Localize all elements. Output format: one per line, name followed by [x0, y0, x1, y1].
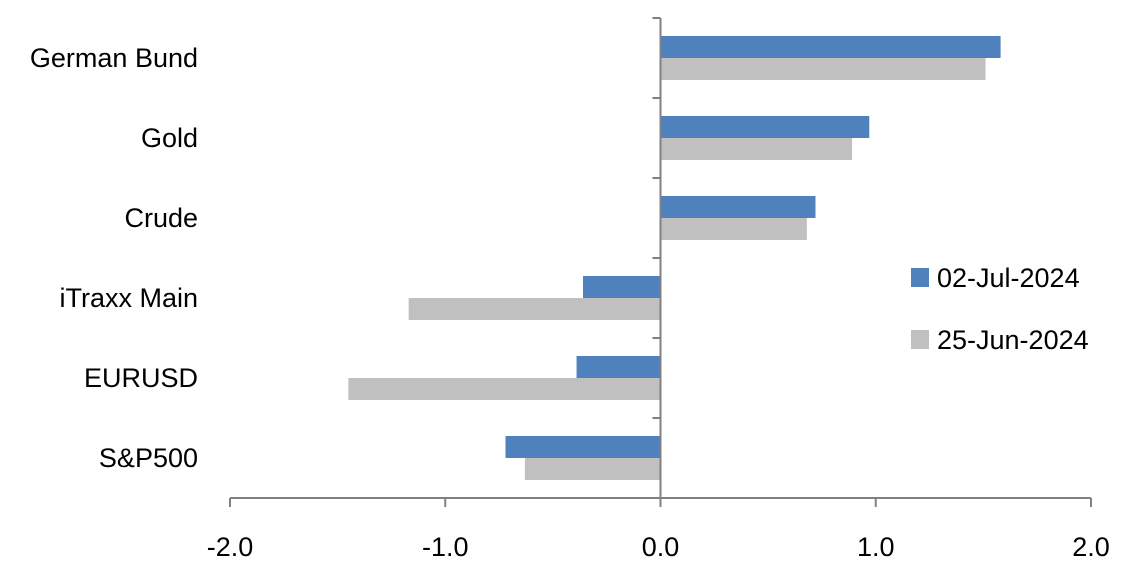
bar-series2 — [408, 298, 661, 320]
category-label: S&P500 — [99, 443, 198, 473]
category-label: Gold — [141, 123, 198, 153]
bar-series1 — [583, 276, 661, 298]
x-tick-label: 2.0 — [1072, 532, 1110, 562]
legend-label: 25-Jun-2024 — [937, 325, 1089, 355]
bar-series1 — [660, 196, 816, 218]
bar-series1 — [576, 356, 661, 378]
bar-series2 — [660, 138, 853, 160]
x-tick-label: 0.0 — [642, 532, 680, 562]
bar-series1 — [660, 116, 870, 138]
x-tick-label: -1.0 — [422, 532, 469, 562]
legend-swatch — [911, 268, 929, 287]
category-label: German Bund — [30, 43, 198, 73]
bar-series2 — [524, 458, 661, 480]
bar-series1 — [660, 36, 1001, 58]
bar-series2 — [660, 58, 986, 80]
bar-series1 — [505, 436, 661, 458]
bar-series2 — [348, 378, 661, 400]
bar-series2 — [660, 218, 807, 240]
legend-swatch — [911, 330, 929, 349]
category-label: Crude — [124, 203, 198, 233]
category-label: iTraxx Main — [59, 283, 198, 313]
category-label: EURUSD — [84, 363, 198, 393]
legend-label: 02-Jul-2024 — [937, 263, 1080, 293]
x-tick-label: -2.0 — [207, 532, 254, 562]
x-tick-label: 1.0 — [857, 532, 895, 562]
